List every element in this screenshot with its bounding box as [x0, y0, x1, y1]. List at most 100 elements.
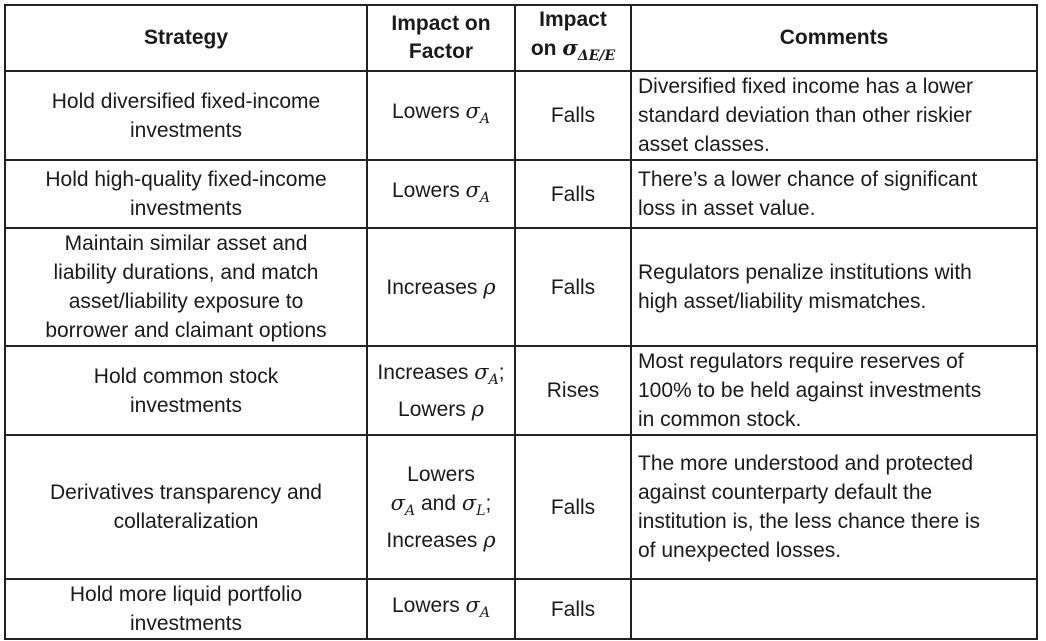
comment-text-line: in common stock. — [638, 408, 802, 431]
factor-symbol: σ — [465, 592, 480, 617]
factor-subscript: A — [488, 371, 499, 388]
factor-text: Lowers — [407, 462, 475, 486]
comment-text-line: loss in asset value. — [638, 197, 816, 220]
strategy-impact-table: Strategy Impact on Factor Impact on σΔE/… — [4, 4, 1038, 640]
comment-text-line: 100% to be held against investments — [638, 379, 982, 402]
factor-line: Increases ρ — [374, 526, 508, 555]
comment-text-line: Diversified fixed income has a lower — [638, 75, 973, 98]
impact-on-factor-cell: Increases ρ — [366, 227, 516, 347]
factor-symbol: ρ — [483, 527, 496, 552]
table-row: Maintain similar asset and liability dura… — [4, 227, 1038, 347]
table-row: Derivatives transparency and collateraliz… — [4, 434, 1038, 580]
delta-e-over-e-subscript: ΔE/E — [577, 48, 616, 64]
strategy-text-line: investments — [129, 393, 243, 417]
comment-text-line: The more understood and protected — [638, 452, 974, 475]
impact-on-variance-cell: Falls — [514, 70, 632, 161]
factor-line: σA and σL; — [374, 489, 508, 526]
header-strategy: Strategy — [4, 4, 368, 72]
comments-cell: Regulators penalize institutions with hig… — [630, 227, 1038, 347]
strategy-cell: Hold high-quality fixed-income investment… — [4, 159, 368, 229]
comment-text-line: high asset/liability mismatches. — [638, 290, 927, 313]
factor-symbol: σ — [474, 359, 489, 384]
strategy-text-line: Maintain similar asset and — [64, 232, 308, 255]
comments-cell: The more understood and protected against… — [630, 434, 1038, 580]
strategy-cell: Hold common stock investments — [4, 345, 368, 436]
strategy-text-line: investments — [129, 612, 243, 635]
comments-cell: Most regulators require reserves of 100% … — [630, 345, 1038, 436]
comment-text-line: Most regulators require reserves of — [638, 350, 964, 373]
strategy-text-line: Hold high-quality fixed-income — [45, 168, 327, 191]
factor-subscript: A — [479, 604, 490, 621]
header-impact-var-line2: on σΔE/E — [522, 34, 624, 70]
header-impact-on-factor: Impact on Factor — [366, 4, 516, 72]
strategy-cell: Hold more liquid portfolio investments — [4, 578, 368, 640]
comments-cell: Diversified fixed income has a lower stan… — [630, 70, 1038, 161]
header-row: Strategy Impact on Factor Impact on σΔE/… — [4, 4, 1038, 72]
strategy-text-line: Hold more liquid portfolio — [69, 583, 303, 606]
factor-symbol: σ — [465, 177, 480, 202]
factor-line: Lowers σA — [374, 97, 508, 134]
impact-value: Rises — [546, 379, 600, 402]
comments-cell: There’s a lower chance of significant los… — [630, 159, 1038, 229]
table-row: Hold more liquid portfolio investments Low… — [4, 578, 1038, 640]
impact-on-variance-cell: Falls — [514, 578, 632, 640]
strategy-text-line: asset/liability exposure to — [68, 290, 304, 313]
impact-value: Falls — [550, 597, 596, 621]
strategy-text-line: investments — [129, 118, 243, 142]
strategy-table-container: Strategy Impact on Factor Impact on σΔE/… — [4, 4, 1038, 640]
factor-text: Increases — [386, 275, 484, 299]
impact-on-factor-cell: Increases σA; Lowers ρ — [366, 345, 516, 436]
strategy-cell: Maintain similar asset and liability dura… — [4, 227, 368, 347]
strategy-text-line: collateralization — [113, 510, 259, 533]
factor-subscript: A — [405, 502, 416, 519]
impact-on-factor-cell: Lowers σA — [366, 70, 516, 161]
strategy-cell: Hold diversified fixed-income investments — [4, 70, 368, 161]
comment-text-line: standard deviation than other riskier — [638, 104, 972, 127]
factor-symbol: ρ — [483, 274, 496, 299]
header-impact-on-variance: Impact on σΔE/E — [514, 4, 632, 72]
strategy-text-line: Hold common stock — [93, 364, 279, 388]
strategy-text-line: Derivatives transparency and — [50, 481, 322, 504]
header-impact-var-line1: Impact — [539, 8, 607, 31]
comment-text-line: of unexpected losses. — [638, 539, 842, 562]
comment-text-line: asset classes. — [638, 133, 770, 156]
header-impact-var-prefix: on — [530, 37, 563, 60]
factor-text: Increases — [377, 360, 475, 384]
impact-on-factor-cell: Lowers σA — [366, 578, 516, 640]
header-impact-factor-line2: Factor — [408, 40, 474, 63]
impact-value: Falls — [550, 275, 596, 299]
factor-line: Increases ρ — [374, 273, 508, 302]
factor-text: ; — [498, 360, 505, 384]
factor-line: Lowers σA — [374, 176, 508, 213]
header-comments: Comments — [630, 4, 1038, 72]
impact-on-variance-cell: Falls — [514, 159, 632, 229]
comments-cell — [630, 578, 1038, 640]
factor-line: Lowers — [374, 460, 508, 489]
factor-subscript: A — [479, 111, 490, 127]
strategy-text-line: liability durations, and match — [53, 261, 319, 284]
factor-text: Lowers — [392, 178, 466, 202]
factor-text: Increases — [386, 528, 484, 552]
strategy-text-line: investments — [129, 197, 243, 220]
comment-text-line: institution is, the less chance there is — [638, 510, 981, 533]
factor-text: Lowers — [392, 593, 466, 617]
factor-line: Increases σA; — [374, 358, 508, 395]
factor-subscript: L — [476, 502, 486, 519]
factor-text: ; — [485, 491, 492, 515]
comment-text-line: There’s a lower chance of significant — [638, 168, 978, 191]
impact-value: Falls — [550, 495, 596, 519]
table-row: Hold diversified fixed-income investments… — [4, 70, 1038, 161]
comment-text-line: against counterparty default the — [638, 481, 933, 504]
impact-value: Falls — [550, 182, 596, 206]
impact-on-variance-cell: Falls — [514, 434, 632, 580]
strategy-text-line: Hold diversified fixed-income — [51, 89, 321, 113]
factor-symbol: σ — [465, 99, 480, 123]
strategy-cell: Derivatives transparency and collateraliz… — [4, 434, 368, 580]
impact-on-variance-cell: Rises — [514, 345, 632, 436]
factor-text: Lowers — [392, 100, 466, 123]
comment-text-line: Regulators penalize institutions with — [638, 261, 972, 284]
impact-on-variance-cell: Falls — [514, 227, 632, 347]
factor-symbol: ρ — [471, 396, 484, 421]
impact-value: Falls — [550, 104, 596, 127]
impact-on-factor-cell: Lowers σA — [366, 159, 516, 229]
